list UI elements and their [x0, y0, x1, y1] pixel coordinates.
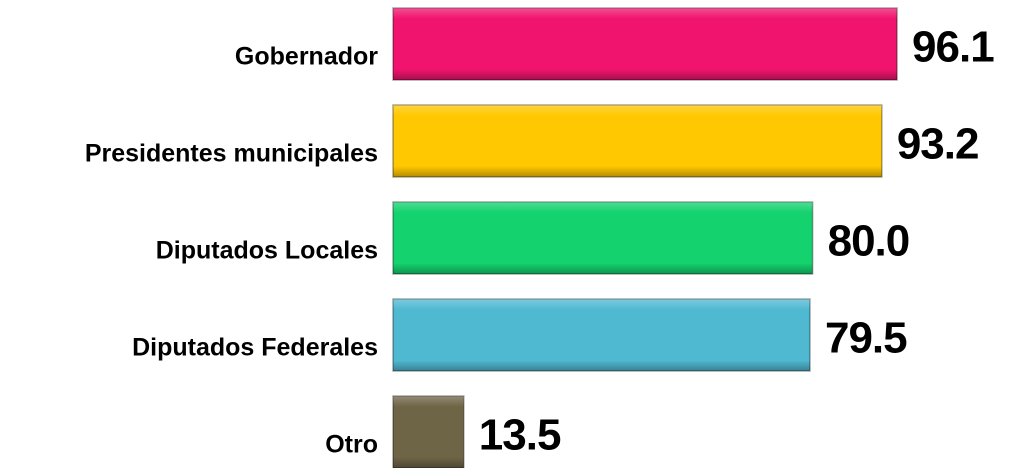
value-label: 79.5: [825, 314, 907, 363]
category-label: Gobernador: [235, 43, 378, 71]
value-label: 13.5: [479, 411, 561, 460]
value-label: 93.2: [897, 120, 979, 169]
value-label: 80.0: [828, 217, 910, 266]
bar-shade: [393, 202, 813, 274]
value-label: 96.1: [912, 23, 994, 72]
bar-shade: [393, 105, 882, 177]
bar-shade: [393, 299, 810, 371]
category-label: Otro: [325, 431, 378, 459]
bar-shade: [393, 8, 898, 80]
bar-shade: [393, 396, 464, 468]
category-label: Diputados Locales: [156, 237, 378, 265]
category-label: Diputados Federales: [132, 334, 378, 362]
category-label: Presidentes municipales: [85, 140, 378, 168]
